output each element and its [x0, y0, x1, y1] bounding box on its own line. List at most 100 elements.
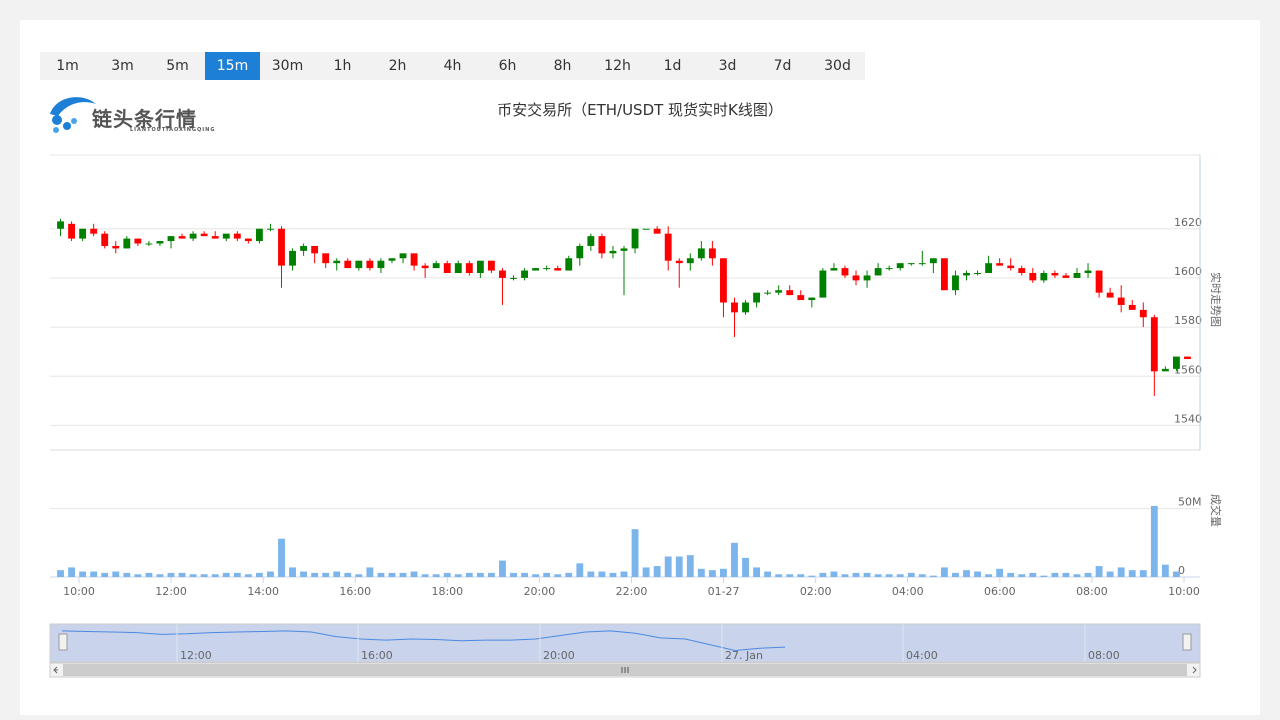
volume-bar[interactable] [786, 574, 794, 577]
candle-body[interactable] [1051, 273, 1059, 276]
candle-body[interactable] [57, 221, 64, 229]
volume-bar[interactable] [399, 572, 407, 577]
volume-bar[interactable] [720, 568, 727, 577]
candle-body[interactable] [244, 238, 252, 242]
volume-bar[interactable] [355, 574, 363, 577]
timeframe-15m[interactable]: 15m [205, 52, 260, 80]
candle-body[interactable] [443, 263, 451, 273]
volume-bar[interactable] [565, 572, 573, 577]
candle-body[interactable] [366, 260, 374, 269]
volume-bar[interactable] [300, 571, 308, 577]
volume-bar[interactable] [487, 572, 495, 577]
candle-body[interactable] [598, 236, 606, 254]
candle-body[interactable] [1018, 268, 1026, 273]
timeframe-1h[interactable]: 1h [333, 58, 352, 74]
candle-body[interactable] [267, 228, 274, 230]
volume-bar[interactable] [443, 572, 451, 577]
candle-body[interactable] [1128, 304, 1136, 310]
volume-bar[interactable] [620, 571, 628, 577]
candle-body[interactable] [963, 273, 970, 276]
volume-bar[interactable] [708, 570, 716, 577]
candle-body[interactable] [664, 233, 672, 261]
candle-body[interactable] [830, 268, 838, 271]
volume-bar[interactable] [1095, 566, 1103, 577]
volume-bar[interactable] [1062, 572, 1070, 577]
volume-bar[interactable] [311, 572, 319, 577]
volume-bar[interactable] [731, 542, 738, 577]
candle-body[interactable] [576, 245, 584, 259]
candle-body[interactable] [686, 258, 694, 264]
volume-bar[interactable] [686, 555, 694, 577]
timeframe-2h[interactable]: 2h [388, 58, 407, 74]
volume-bar[interactable] [609, 572, 617, 577]
scroll-left-arrow-icon[interactable] [53, 666, 58, 674]
candle-body[interactable] [1029, 273, 1037, 281]
volume-bar[interactable] [841, 574, 849, 577]
volume-bar[interactable] [68, 567, 75, 577]
candle-body[interactable] [543, 268, 551, 270]
volume-bar[interactable] [101, 572, 109, 577]
candle-body[interactable] [278, 228, 285, 266]
candle-body[interactable] [764, 292, 772, 294]
volume-bar[interactable] [499, 560, 506, 577]
candle-body[interactable] [156, 241, 164, 244]
volume-bar[interactable] [510, 572, 517, 577]
volume-bar[interactable] [1029, 572, 1037, 577]
candle-body[interactable] [697, 248, 705, 259]
candle-body[interactable] [1139, 309, 1147, 318]
candle-body[interactable] [786, 290, 794, 296]
volume-bar[interactable] [1150, 505, 1158, 577]
volume-bar[interactable] [896, 574, 904, 577]
volume-bar[interactable] [156, 574, 164, 577]
volume-bar[interactable] [1117, 567, 1125, 577]
candle-body[interactable] [609, 250, 617, 254]
candle-body[interactable] [1161, 368, 1169, 372]
timeframe-3m[interactable]: 3m [111, 58, 134, 74]
timeframe-8h[interactable]: 8h [553, 58, 572, 74]
volume-bar[interactable] [167, 572, 175, 577]
volume-bar[interactable] [1040, 575, 1048, 577]
volume-bar[interactable] [1084, 572, 1092, 577]
volume-bar[interactable] [753, 567, 761, 577]
volume-bar[interactable] [200, 574, 208, 577]
candle-body[interactable] [1084, 270, 1092, 273]
volume-bar[interactable] [57, 570, 64, 577]
candle-body[interactable] [808, 297, 816, 301]
candle-body[interactable] [532, 268, 540, 271]
volume-bar[interactable] [863, 572, 871, 577]
candle-body[interactable] [708, 248, 716, 259]
volume-bar[interactable] [465, 572, 473, 577]
candle-body[interactable] [167, 236, 175, 242]
volume-bar[interactable] [775, 574, 783, 577]
volume-bar[interactable] [929, 575, 937, 577]
volume-bar[interactable] [1106, 571, 1114, 577]
candle-body[interactable] [322, 253, 330, 264]
candle-body[interactable] [222, 233, 230, 239]
candle-body[interactable] [753, 292, 761, 303]
candle-body[interactable] [123, 238, 131, 249]
volume-bar[interactable] [521, 572, 528, 577]
candle-body[interactable] [1073, 273, 1081, 278]
candle-body[interactable] [1062, 275, 1070, 278]
volume-bar[interactable] [278, 538, 285, 577]
candle-body[interactable] [1173, 356, 1180, 369]
volume-bar[interactable] [134, 574, 142, 577]
volume-bar[interactable] [1173, 571, 1180, 577]
candle-body[interactable] [521, 270, 528, 278]
candle-body[interactable] [311, 245, 319, 254]
volume-bar[interactable] [952, 572, 959, 577]
candle-body[interactable] [499, 270, 506, 278]
candle-body[interactable] [377, 260, 385, 269]
candle-body[interactable] [101, 233, 109, 246]
volume-bar[interactable] [344, 572, 352, 577]
candle-body[interactable] [720, 258, 727, 303]
volume-bar[interactable] [852, 572, 860, 577]
volume-bar[interactable] [697, 568, 705, 577]
volume-bar[interactable] [178, 572, 186, 577]
candle-body[interactable] [233, 233, 241, 239]
volume-bar[interactable] [1051, 572, 1059, 577]
volume-bar[interactable] [222, 572, 230, 577]
candle-body[interactable] [465, 263, 473, 273]
volume-bar[interactable] [289, 567, 296, 577]
